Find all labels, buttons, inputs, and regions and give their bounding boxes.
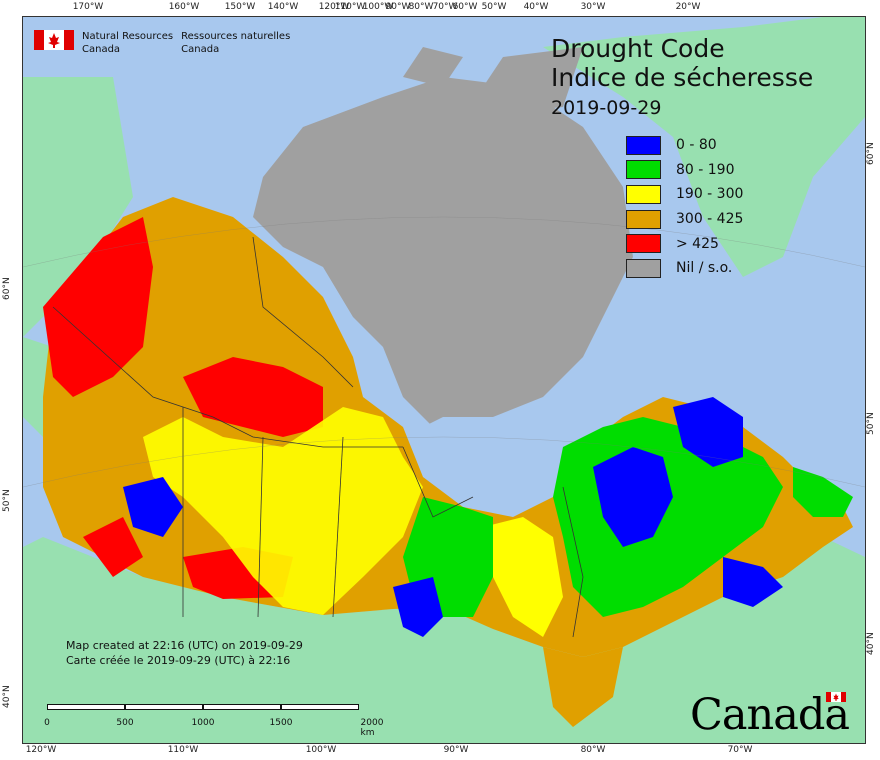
blue-bc [123, 477, 183, 537]
tick-top-120w: 120°W [318, 2, 350, 12]
legend-label: Nil / s.o. [676, 260, 733, 277]
legend: 0 - 80 80 - 190 190 - 300 300 - 425 > 42… [626, 133, 743, 281]
nrcan-signature: Natural Resources Canada Ressources natu… [34, 30, 290, 56]
wordmark-flag-icon [826, 692, 846, 702]
arctic-island-2 [463, 47, 583, 117]
canada-flag-icon [34, 30, 74, 50]
legend-swatch [626, 209, 661, 229]
tick-bottom-110w: 110°W [167, 745, 199, 755]
tick-left-50n: 50°N [2, 489, 12, 512]
title-en: Drought Code [551, 34, 725, 63]
org-fr-line1: Ressources naturelles [181, 31, 291, 42]
title-date: 2019-09-29 [551, 97, 662, 119]
tick-top-140w: 140°W [267, 2, 299, 12]
tick-right-40n: 40°N [866, 632, 876, 655]
tick-bottom-90w: 90°W [443, 745, 469, 755]
greenland [543, 17, 865, 277]
tick-top-170w: 170°W [72, 2, 104, 12]
tick-left-60n: 60°N [2, 277, 12, 300]
map-credit: Map created at 22:16 (UTC) on 2019-09-29… [66, 638, 303, 668]
legend-label: 190 - 300 [676, 186, 744, 203]
tick-bottom-120w: 120°W [25, 745, 57, 755]
tick-right-60n: 60°N [866, 142, 876, 165]
legend-label: > 425 [676, 235, 719, 252]
scale-segment [281, 704, 359, 710]
legend-item: > 425 [626, 231, 743, 256]
legend-swatch [626, 135, 661, 155]
legend-label: 0 - 80 [676, 137, 717, 154]
legend-swatch [626, 184, 661, 204]
legend-label: 80 - 190 [676, 161, 735, 178]
tick-bottom-80w: 80°W [580, 745, 606, 755]
tick-top-110w: 110°W [334, 2, 366, 12]
province-boundaries [52, 236, 584, 638]
legend-label: 300 - 425 [676, 211, 744, 228]
legend-swatch [626, 234, 661, 254]
alaska-land [23, 77, 133, 337]
scale-label: 0 [44, 718, 50, 728]
legend-swatch [626, 160, 661, 180]
legend-item: 190 - 300 [626, 182, 743, 207]
tick-top-100w: 100°W [362, 2, 394, 12]
tick-top-80w: 80°W [408, 2, 434, 12]
org-en-line1: Natural Resources [82, 31, 174, 42]
drought-map [23, 17, 865, 743]
yellow-belt [143, 407, 423, 615]
red-nwt [183, 357, 323, 437]
tick-top-160w: 160°W [168, 2, 200, 12]
blue-labrador [673, 397, 743, 467]
legend-item: 300 - 425 [626, 207, 743, 232]
yellow-ontario [483, 517, 563, 637]
map-title: Drought Code Indice de sécheresse 2019-0… [551, 34, 813, 122]
map-frame [22, 16, 866, 744]
credit-fr: Carte créée le 2019-09-29 (UTC) à 22:16 [66, 654, 291, 667]
hudson-bay [403, 417, 563, 517]
org-name-fr: Ressources naturelles Canada [181, 30, 290, 56]
tick-top-20w: 20°W [675, 2, 701, 12]
credit-en: Map created at 22:16 (UTC) on 2019-09-29 [66, 639, 303, 652]
blue-ontario [393, 577, 443, 637]
legend-item: Nil / s.o. [626, 256, 743, 281]
org-name-en: Natural Resources Canada [82, 30, 173, 56]
scale-segment [203, 704, 281, 710]
tick-top-50w: 50°W [481, 2, 507, 12]
org-fr-line2: Canada [181, 44, 220, 55]
south-ontario [543, 647, 623, 727]
tick-bottom-100w: 100°W [305, 745, 337, 755]
tick-top-60w: 60°W [452, 2, 478, 12]
tick-top-90w: 90°W [385, 2, 411, 12]
red-bc [83, 517, 143, 577]
scale-segment [125, 704, 203, 710]
scale-bar: 0 500 1000 1500 2000 km [44, 704, 383, 738]
tick-top-70w: 70°W [432, 2, 458, 12]
scale-label: 1500 [269, 718, 293, 728]
legend-item: 0 - 80 [626, 133, 743, 158]
arctic-islands [253, 77, 633, 437]
tick-top-40w: 40°W [523, 2, 549, 12]
scale-segment [47, 704, 125, 710]
canada-wordmark: Canada [690, 690, 850, 740]
tick-bottom-70w: 70°W [727, 745, 753, 755]
title-fr: Indice de sécheresse [551, 63, 814, 92]
tick-top-150w: 150°W [224, 2, 256, 12]
graticule [23, 216, 865, 488]
legend-swatch [626, 258, 661, 278]
legend-item: 80 - 190 [626, 158, 743, 183]
green-maritimes [793, 467, 853, 517]
blue-nb [723, 557, 783, 607]
red-yukon [43, 217, 153, 397]
blue-quebec [593, 447, 673, 547]
tick-right-50n: 50°N [866, 412, 876, 435]
scale-label: 2000 km [360, 718, 384, 738]
scale-label: 1000 [191, 718, 215, 728]
usa-land [23, 537, 865, 743]
tick-top-30w: 30°W [580, 2, 606, 12]
org-en-line2: Canada [82, 44, 121, 55]
arctic-island-3 [403, 47, 463, 87]
tick-left-40n: 40°N [2, 685, 12, 708]
scale-label: 500 [116, 718, 134, 728]
